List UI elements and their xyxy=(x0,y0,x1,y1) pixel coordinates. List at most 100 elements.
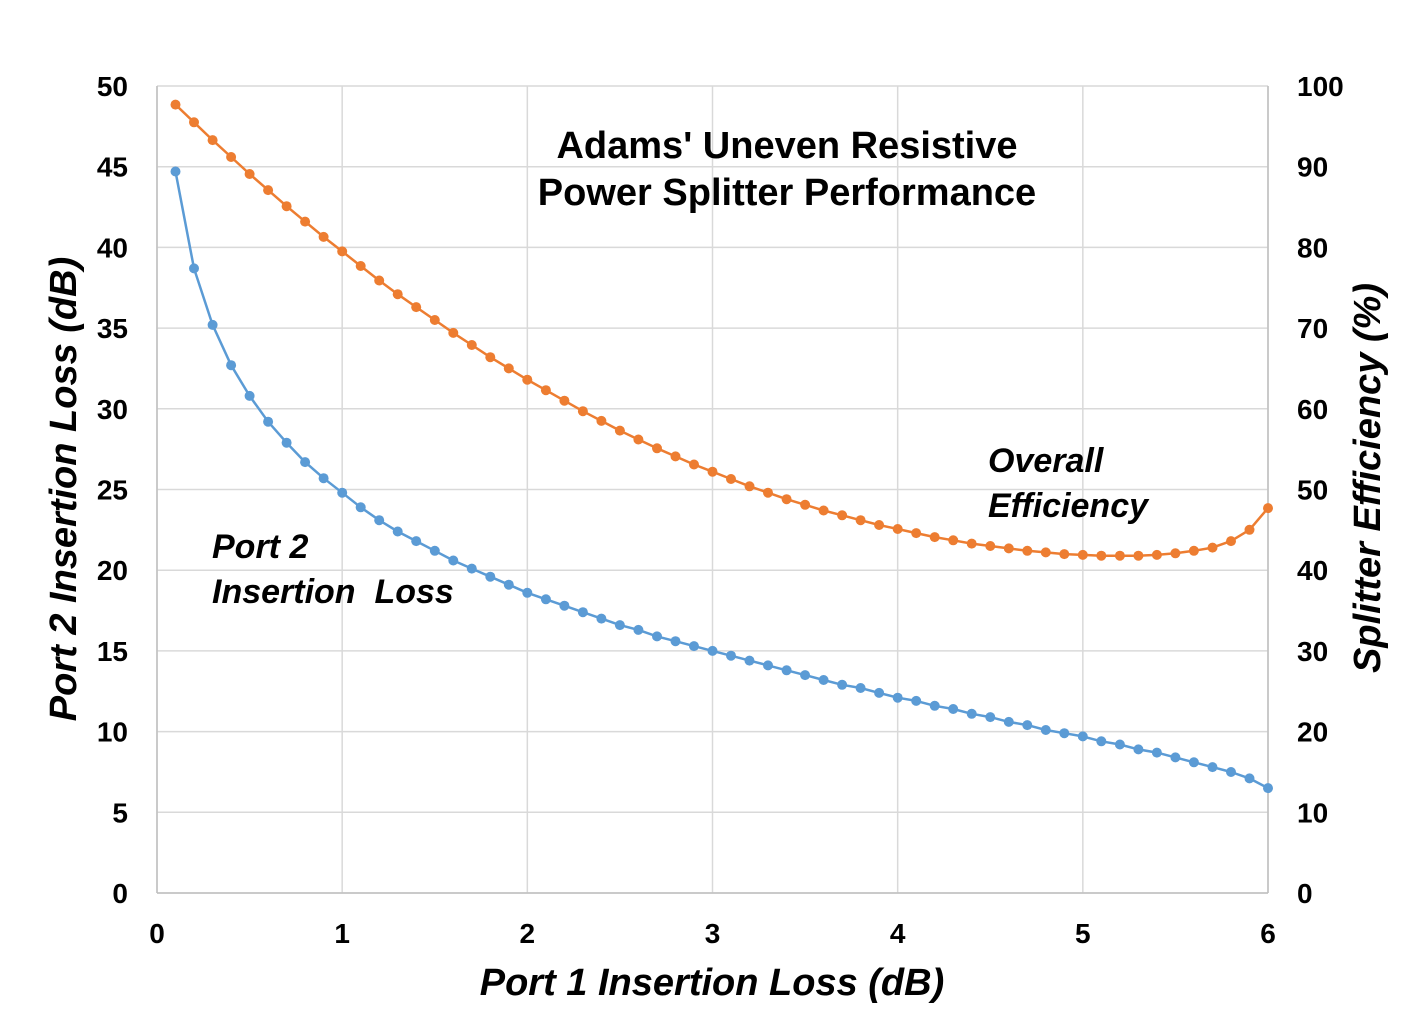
data-point xyxy=(744,655,755,666)
data-point xyxy=(1077,731,1088,742)
data-point xyxy=(911,695,922,706)
y-right-tick-label: 40 xyxy=(1297,555,1328,586)
data-point xyxy=(855,515,866,526)
y-left-tick-label: 15 xyxy=(97,636,128,667)
data-point xyxy=(1133,744,1144,755)
data-point xyxy=(263,416,274,427)
data-point xyxy=(1207,542,1218,553)
data-point xyxy=(1096,736,1107,747)
data-point xyxy=(1244,524,1255,535)
data-point xyxy=(652,631,662,642)
y-left-tick-label: 20 xyxy=(97,555,128,586)
data-point xyxy=(837,510,848,521)
y-left-tick-label: 10 xyxy=(97,717,128,748)
data-point xyxy=(337,246,348,257)
data-point xyxy=(1207,762,1218,773)
data-point xyxy=(1059,549,1070,560)
data-point xyxy=(948,535,959,546)
data-point xyxy=(837,679,848,690)
y-right-tick-labels: 0 10 20 30 40 50 60 70 80 90 100 xyxy=(1297,71,1344,909)
annotation-efficiency-line-2: Efficiency xyxy=(988,487,1150,525)
data-point xyxy=(985,541,996,551)
data-point xyxy=(429,315,440,325)
data-point xyxy=(1059,728,1070,739)
data-point xyxy=(781,494,792,505)
y-left-tick-label: 5 xyxy=(112,797,128,828)
data-point xyxy=(522,374,533,385)
data-point xyxy=(596,415,607,426)
annotation-port2-line-2: Insertion Loss xyxy=(212,573,454,611)
y-left-tick-label: 40 xyxy=(97,232,128,263)
data-point xyxy=(226,360,237,371)
data-point xyxy=(596,613,607,624)
y-left-tick-label: 50 xyxy=(97,71,128,102)
data-point xyxy=(207,135,218,146)
data-point xyxy=(411,302,422,313)
data-point xyxy=(892,692,903,703)
annotation-port2-line-1: Port 2 xyxy=(212,528,308,566)
data-point xyxy=(763,487,773,498)
data-point xyxy=(189,117,199,128)
data-point xyxy=(318,473,329,484)
data-point xyxy=(559,600,570,611)
data-point xyxy=(1114,550,1125,561)
x-tick-labels: 0 1 2 3 4 5 6 xyxy=(149,918,1276,949)
y-left-axis-title: Port 2 Insertion Loss (dB) xyxy=(43,257,85,721)
data-point xyxy=(1188,545,1199,556)
data-point xyxy=(429,545,440,556)
data-point xyxy=(281,437,292,448)
y-right-tick-label: 20 xyxy=(1297,717,1328,748)
data-point xyxy=(226,152,237,162)
x-tick-label: 0 xyxy=(149,918,165,949)
x-tick-label: 3 xyxy=(705,918,721,949)
data-point xyxy=(781,665,792,676)
data-point xyxy=(392,526,403,537)
data-point xyxy=(263,185,274,196)
data-point xyxy=(855,683,866,693)
series-line xyxy=(174,171,1269,790)
data-point xyxy=(485,352,496,363)
data-point xyxy=(1003,543,1014,554)
data-point xyxy=(1096,550,1107,561)
data-point xyxy=(1244,773,1255,784)
x-tick-label: 5 xyxy=(1075,918,1091,949)
data-point xyxy=(1226,767,1236,777)
data-point xyxy=(207,319,218,330)
data-point xyxy=(1170,752,1181,763)
data-point xyxy=(726,650,736,661)
data-point xyxy=(614,620,625,631)
x-tick-label: 6 xyxy=(1260,918,1276,949)
data-point xyxy=(874,520,885,530)
y-right-tick-label: 100 xyxy=(1297,71,1344,102)
data-point xyxy=(1022,545,1033,556)
data-point xyxy=(1263,783,1273,794)
y-left-tick-label: 0 xyxy=(112,878,128,909)
data-point xyxy=(170,99,181,110)
series-port2-insertion-loss xyxy=(170,166,1273,794)
data-point xyxy=(300,457,311,468)
data-point xyxy=(485,571,496,582)
data-point xyxy=(1114,739,1125,750)
data-point xyxy=(800,499,811,510)
x-axis-title: Port 1 Insertion Loss (dB) xyxy=(480,962,944,1004)
data-point xyxy=(726,474,736,484)
data-point xyxy=(818,505,829,516)
data-point xyxy=(985,712,996,723)
data-point xyxy=(577,607,588,618)
data-point xyxy=(763,660,773,671)
data-point xyxy=(707,645,718,656)
data-point xyxy=(1003,716,1014,727)
chart-title-line-2: Power Splitter Performance xyxy=(538,172,1036,214)
data-point xyxy=(1040,547,1051,558)
data-point xyxy=(633,434,644,445)
data-point xyxy=(503,579,514,590)
annotation-efficiency-line-1: Overall xyxy=(988,442,1105,480)
data-point xyxy=(689,641,699,652)
data-point xyxy=(1226,536,1236,547)
data-point xyxy=(466,563,477,574)
data-point xyxy=(448,555,459,566)
data-point xyxy=(503,363,514,374)
data-point xyxy=(300,216,311,227)
y-right-tick-label: 80 xyxy=(1297,232,1328,263)
